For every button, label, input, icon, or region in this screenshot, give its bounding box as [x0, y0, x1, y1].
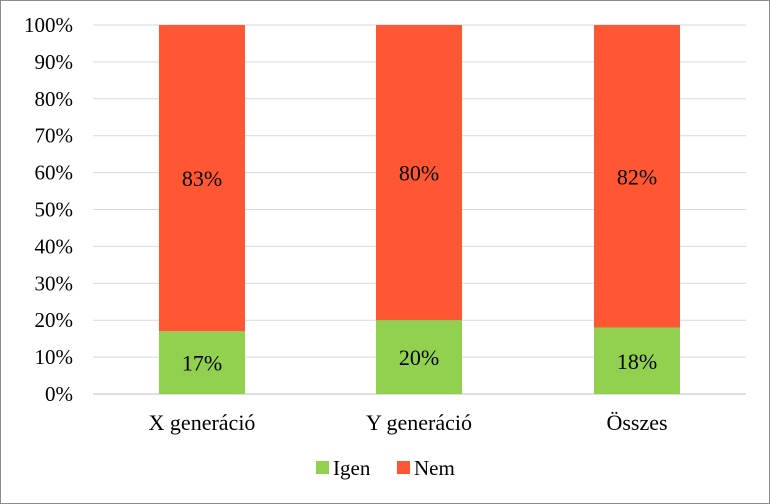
- x-category-label: X generáció: [149, 410, 256, 435]
- bar-nem-1: [159, 25, 245, 332]
- y-tick-label: 30%: [35, 271, 74, 295]
- x-category-label: Összes: [606, 410, 667, 435]
- legend: Igen Nem: [316, 456, 455, 480]
- y-tick-label: 90%: [35, 50, 74, 74]
- data-label-igen-3: 18%: [617, 349, 657, 374]
- data-label-igen-1: 17%: [182, 351, 222, 376]
- data-label-igen-2: 20%: [399, 345, 439, 370]
- y-tick-label: 70%: [35, 124, 74, 148]
- category-labels: X generáció Y generáció Összes: [149, 410, 668, 435]
- y-tick-label: 60%: [35, 161, 74, 185]
- y-tick-label: 0%: [45, 382, 73, 406]
- bar-igen-2: [376, 320, 462, 394]
- legend-label-nem: Nem: [414, 456, 455, 480]
- y-axis-ticks: 0% 10% 20% 30% 40% 50% 60% 70% 80% 90% 100%: [24, 13, 73, 406]
- data-label-nem-1: 83%: [182, 166, 222, 191]
- bar-nem-2: [376, 25, 462, 321]
- legend-swatch-igen: [316, 461, 329, 474]
- bar-nem-3: [594, 25, 680, 328]
- y-tick-label: 100%: [24, 13, 73, 37]
- y-tick-label: 20%: [35, 308, 74, 332]
- data-label-nem-2: 80%: [399, 161, 439, 186]
- y-tick-label: 40%: [35, 234, 74, 258]
- y-tick-label: 80%: [35, 87, 74, 111]
- y-tick-label: 10%: [35, 345, 74, 369]
- y-tick-label: 50%: [35, 198, 74, 222]
- bar-igen-3: [594, 327, 680, 394]
- legend-swatch-nem: [397, 461, 410, 474]
- bars: 17% 83% 20% 80% 18% 82%: [159, 25, 680, 394]
- legend-label-igen: Igen: [333, 456, 371, 480]
- x-category-label: Y generáció: [366, 410, 472, 435]
- data-label-nem-3: 82%: [617, 164, 657, 189]
- bar-igen-1: [159, 331, 245, 394]
